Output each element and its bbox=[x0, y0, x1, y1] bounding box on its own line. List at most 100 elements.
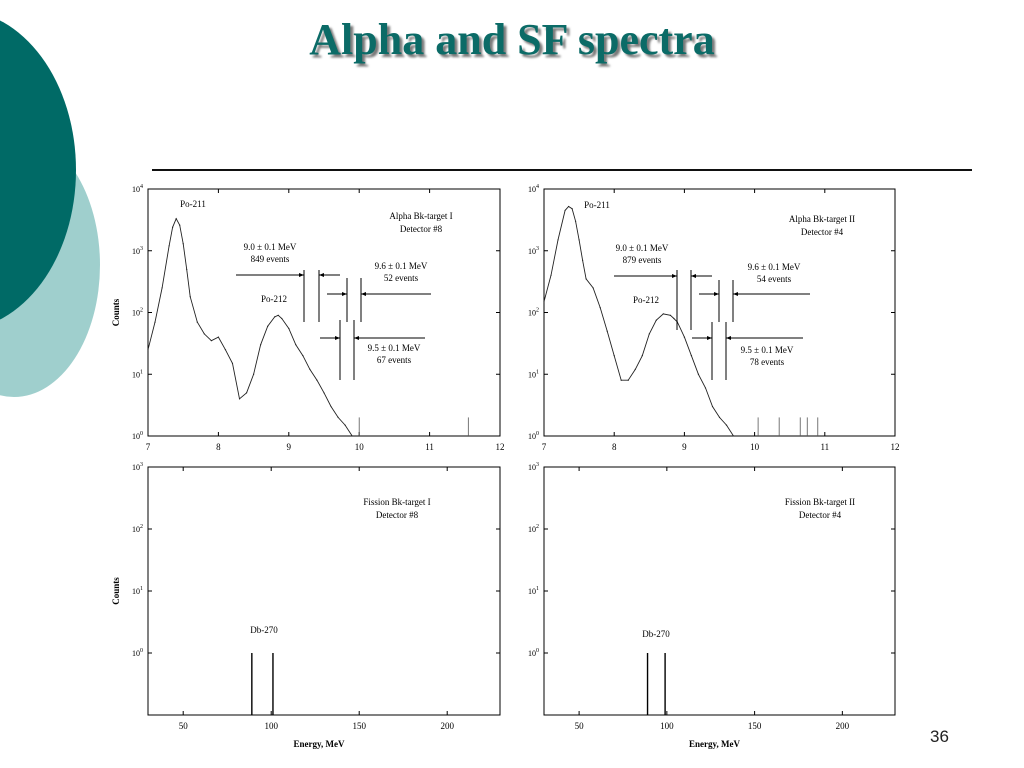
gate-arrowhead bbox=[319, 273, 324, 277]
spectrum-point bbox=[245, 392, 248, 394]
chart-label-line: Detector #4 bbox=[799, 510, 842, 520]
gate-arrowhead bbox=[672, 274, 677, 278]
y-tick-label: 101 bbox=[132, 586, 143, 596]
spectrum-point bbox=[337, 416, 339, 419]
gate-arrowhead bbox=[726, 336, 731, 340]
gate-arrowhead bbox=[733, 292, 738, 296]
annotation-text: 54 events bbox=[757, 274, 792, 284]
chart-label-line: Detector #8 bbox=[400, 224, 443, 234]
plot-frame bbox=[147, 466, 501, 716]
spectrum-point bbox=[179, 224, 181, 226]
plot-frame bbox=[147, 188, 501, 437]
annotation-text: 879 events bbox=[623, 255, 662, 265]
spectrum-point bbox=[627, 379, 629, 381]
spectrum-point bbox=[277, 314, 279, 316]
gate-arrowhead bbox=[691, 274, 696, 278]
x-tick-label: 7 bbox=[146, 442, 151, 452]
spectrum-point bbox=[697, 373, 700, 375]
spectrum-point bbox=[189, 296, 191, 298]
spectrum-point bbox=[168, 245, 170, 247]
y-tick-label: 103 bbox=[528, 246, 539, 256]
y-tick-label: 100 bbox=[528, 648, 539, 658]
y-tick-label: 100 bbox=[528, 431, 539, 441]
y-tick-label: 103 bbox=[132, 246, 143, 256]
x-tick-label: 8 bbox=[216, 442, 221, 452]
annotation-text: 9.5 ± 0.1 MeV bbox=[368, 343, 421, 353]
spectrum-point bbox=[182, 243, 184, 245]
slide-title: Alpha and SF spectra bbox=[309, 15, 715, 64]
annotation-text: 9.0 ± 0.1 MeV bbox=[616, 243, 669, 253]
spectrum-point bbox=[260, 344, 262, 346]
dark-teal-circle bbox=[0, 20, 76, 320]
y-tick-label: 102 bbox=[528, 308, 539, 318]
peak-label: Po-211 bbox=[180, 199, 206, 209]
spectrum-point bbox=[634, 368, 636, 370]
y-tick-label: 101 bbox=[528, 586, 539, 596]
chart-fission-1: 50 100 150 200 100 101 102 103 Counts Energy, MeV… bbox=[111, 462, 501, 749]
title-divider bbox=[152, 169, 972, 171]
chart-fission-2: 50 100 150 200 100 101 102 103 Energy, MeV Fissio… bbox=[528, 462, 896, 749]
x-axis-label: Energy, MeV bbox=[294, 739, 345, 749]
spectrum-point bbox=[295, 344, 297, 346]
spectrum-point bbox=[323, 392, 325, 394]
spectrum-point bbox=[732, 435, 735, 437]
spectrum-point bbox=[281, 317, 283, 320]
spectrum-point bbox=[351, 435, 353, 437]
y-axis-label: Counts bbox=[111, 577, 121, 605]
x-tick-label: 50 bbox=[179, 721, 189, 731]
spectrum-line bbox=[543, 205, 734, 437]
spectrum-point bbox=[582, 259, 584, 261]
event-label: Db-270 bbox=[250, 625, 278, 635]
x-tick-label: 7 bbox=[542, 442, 547, 452]
chart-label-line: Fission Bk-target II bbox=[785, 497, 855, 507]
spectrum-point bbox=[288, 327, 290, 330]
annotation-text: 9.6 ± 0.1 MeV bbox=[748, 262, 801, 272]
annotation-text: 9.5 ± 0.1 MeV bbox=[741, 345, 794, 355]
x-tick-label: 9 bbox=[682, 442, 687, 452]
peak-label: Po-211 bbox=[584, 200, 610, 210]
x-tick-label: 10 bbox=[355, 442, 365, 452]
spectrum-point bbox=[571, 208, 573, 210]
spectrum-point bbox=[196, 321, 198, 323]
chart-alpha-1: 7 8 9 10 11 12 100 101 102 103 104 Counts Alpha Bk-t… bbox=[111, 184, 505, 452]
spectrum-line bbox=[147, 217, 353, 437]
spectrum-point bbox=[210, 340, 212, 342]
slide-number: 36 bbox=[930, 727, 949, 746]
x-tick-label: 10 bbox=[750, 442, 760, 452]
gate-arrowhead bbox=[714, 292, 719, 296]
spectrum-point bbox=[147, 349, 149, 351]
spectrum-point bbox=[550, 274, 552, 276]
spectrum-point bbox=[302, 355, 304, 357]
spectrum-point bbox=[186, 268, 188, 270]
spectrum-point bbox=[574, 220, 577, 222]
chart-label-line: Alpha Bk-target I bbox=[389, 211, 452, 221]
spectrum-point bbox=[620, 379, 622, 381]
gate-arrowhead bbox=[335, 336, 340, 340]
x-tick-label: 8 bbox=[612, 442, 617, 452]
spectrum-point bbox=[543, 301, 545, 303]
spectrum-point bbox=[648, 333, 650, 335]
spectrum-point bbox=[217, 336, 219, 338]
gate-arrowhead bbox=[299, 273, 304, 277]
spectrum-point bbox=[655, 319, 657, 321]
spectrum-point bbox=[725, 424, 728, 426]
chart-label-line: Detector #4 bbox=[801, 227, 844, 237]
spectrum-point bbox=[564, 209, 566, 212]
y-tick-label: 103 bbox=[132, 462, 143, 472]
spectrum-point bbox=[711, 405, 714, 408]
annotation-text: 9.0 ± 0.1 MeV bbox=[244, 242, 297, 252]
x-tick-label: 50 bbox=[575, 721, 585, 731]
spectrum-point bbox=[567, 205, 570, 208]
y-tick-label: 100 bbox=[132, 431, 143, 441]
spectrum-point bbox=[344, 424, 346, 426]
peak-label: Po-212 bbox=[633, 295, 659, 305]
chart-label-line: Fission Bk-target I bbox=[363, 497, 430, 507]
spectrum-point bbox=[161, 287, 163, 289]
x-tick-label: 200 bbox=[836, 721, 850, 731]
spectrum-point bbox=[662, 313, 664, 315]
y-tick-label: 101 bbox=[528, 369, 539, 379]
y-tick-label: 100 bbox=[132, 648, 143, 658]
y-tick-label: 104 bbox=[528, 184, 539, 194]
x-tick-label: 11 bbox=[425, 442, 434, 452]
spectrum-point bbox=[673, 317, 675, 320]
